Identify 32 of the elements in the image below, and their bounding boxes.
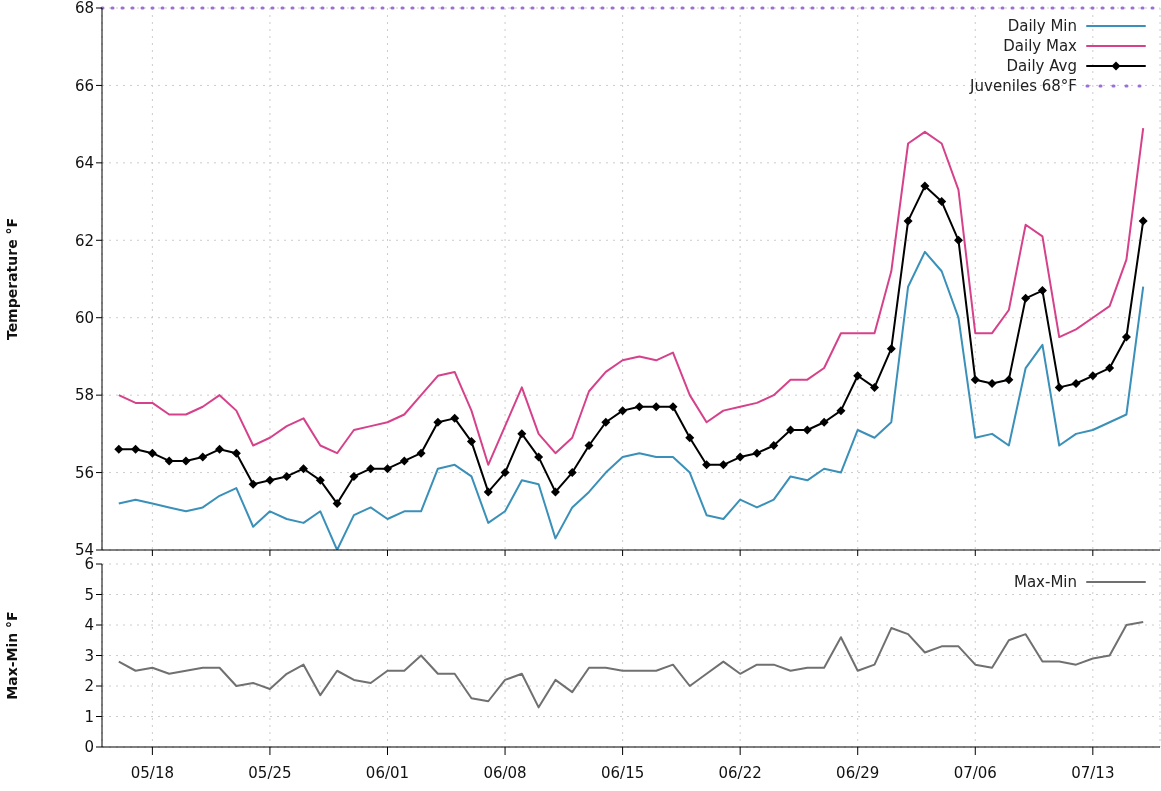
x-tick-label: 06/22 (718, 763, 762, 782)
x-tick-label: 07/13 (1071, 763, 1115, 782)
x-tick-label: 06/15 (600, 763, 645, 782)
line-series (117, 250, 1145, 550)
x-tick-label: 05/25 (248, 763, 292, 782)
legend-label: Max-Min (1013, 572, 1077, 592)
legend-label: Daily Min (1007, 16, 1077, 36)
y-tick-label: 3 (84, 646, 94, 665)
x-tick-label: 07/06 (953, 763, 997, 782)
legend-label: Daily Max (1003, 36, 1077, 56)
legend-label: Daily Avg (1006, 56, 1077, 76)
x-tick-label: 06/08 (483, 763, 527, 782)
y-axis-title: Temperature °F (3, 217, 20, 341)
y-tick-label: 68 (74, 0, 94, 18)
y-tick-label: 2 (84, 677, 94, 696)
x-tick-label: 06/01 (365, 763, 410, 782)
x-tick-label: 06/29 (836, 763, 880, 782)
y-tick-label: 62 (74, 231, 94, 250)
y-tick-label: 5 (84, 585, 94, 604)
legend-label: Juveniles 68°F (970, 76, 1077, 96)
y-tick-label: 58 (74, 386, 94, 405)
line-series (117, 620, 1145, 709)
y-axis-title: Max-Min °F (3, 611, 20, 700)
y-tick-label: 60 (74, 309, 94, 328)
y-tick-label: 0 (84, 738, 94, 757)
y-tick-label: 64 (74, 154, 94, 173)
y-tick-label: 4 (84, 616, 94, 635)
line-series (117, 127, 1145, 466)
y-tick-label: 66 (74, 76, 94, 95)
y-tick-label: 1 (84, 707, 94, 726)
x-tick-label: 05/18 (130, 763, 174, 782)
y-tick-label: 56 (74, 463, 94, 482)
